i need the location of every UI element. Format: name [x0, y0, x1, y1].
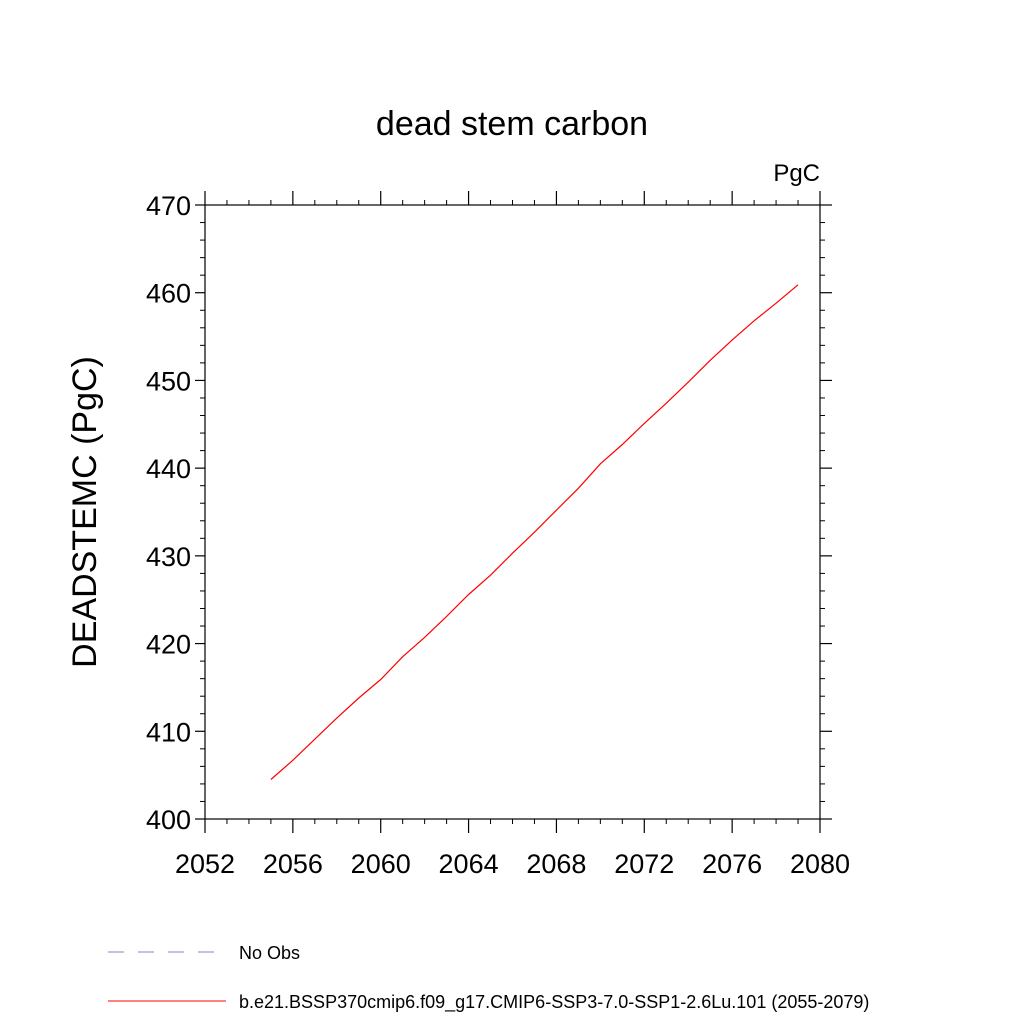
x-tick-label: 2056	[263, 849, 323, 879]
y-tick-label: 420	[146, 630, 191, 660]
plot-area: 400 410 420 430 440 450 460 470 2052 2056 2060 2064…	[146, 191, 850, 879]
legend-label-no-obs: No Obs	[239, 943, 300, 963]
legend-label-series: b.e21.BSSP370cmip6.f09_g17.CMIP6-SSP3-7.…	[239, 992, 869, 1013]
y-axis-label: DEADSTEMC (PgC)	[66, 356, 104, 668]
y-tick-label: 430	[146, 542, 191, 572]
x-tick-label: 2072	[614, 849, 674, 879]
x-tick-label: 2076	[702, 849, 762, 879]
plot-frame	[204, 204, 821, 820]
x-tick-label: 2052	[175, 849, 235, 879]
y-tick-label: 440	[146, 454, 191, 484]
series-layer	[270, 284, 799, 780]
x-tick-label: 2068	[526, 849, 586, 879]
y-tick-label: 400	[146, 805, 191, 835]
x-tick-label: 2080	[790, 849, 850, 879]
x-tick-label: 2060	[351, 849, 411, 879]
y-tick-label: 460	[146, 279, 191, 309]
y-tick-label: 470	[146, 191, 191, 221]
y-tick-label: 410	[146, 717, 191, 747]
legend: No Obs b.e21.BSSP370cmip6.f09_g17.CMIP6-…	[108, 943, 869, 1013]
x-tick-label: 2064	[439, 849, 499, 879]
chart-title: dead stem carbon	[376, 105, 648, 143]
series-line-0	[270, 284, 799, 780]
y-tick-label: 450	[146, 366, 191, 396]
units-label: PgC	[773, 160, 820, 187]
